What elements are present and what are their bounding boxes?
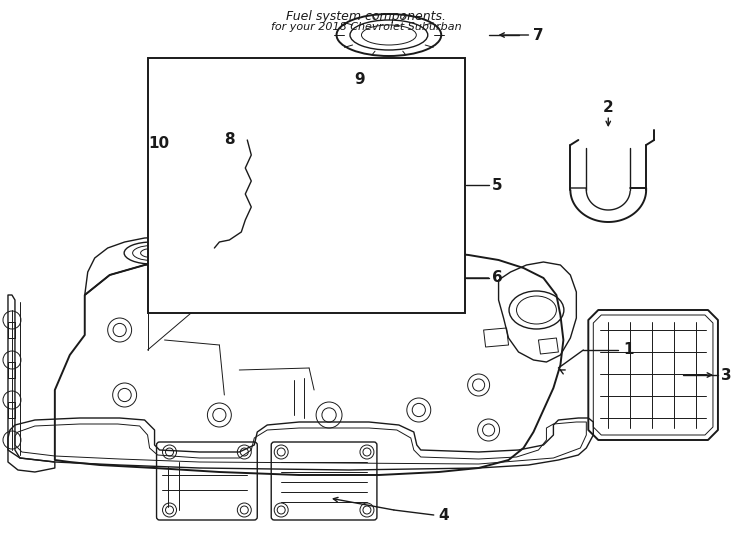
Bar (148, 58, 465, 313)
Text: 3: 3 (721, 368, 732, 382)
Text: 7: 7 (534, 28, 544, 43)
Text: for your 2018 Chevrolet Suburban: for your 2018 Chevrolet Suburban (271, 22, 461, 32)
Text: 4: 4 (439, 508, 449, 523)
Text: 8: 8 (224, 132, 234, 147)
Text: 1: 1 (623, 342, 633, 357)
Text: Fuel system components.: Fuel system components. (286, 10, 446, 23)
Text: 9: 9 (354, 72, 365, 87)
Text: 10: 10 (148, 136, 170, 151)
Text: 5: 5 (492, 178, 502, 192)
Text: 2: 2 (603, 100, 614, 116)
Text: 6: 6 (492, 271, 502, 286)
